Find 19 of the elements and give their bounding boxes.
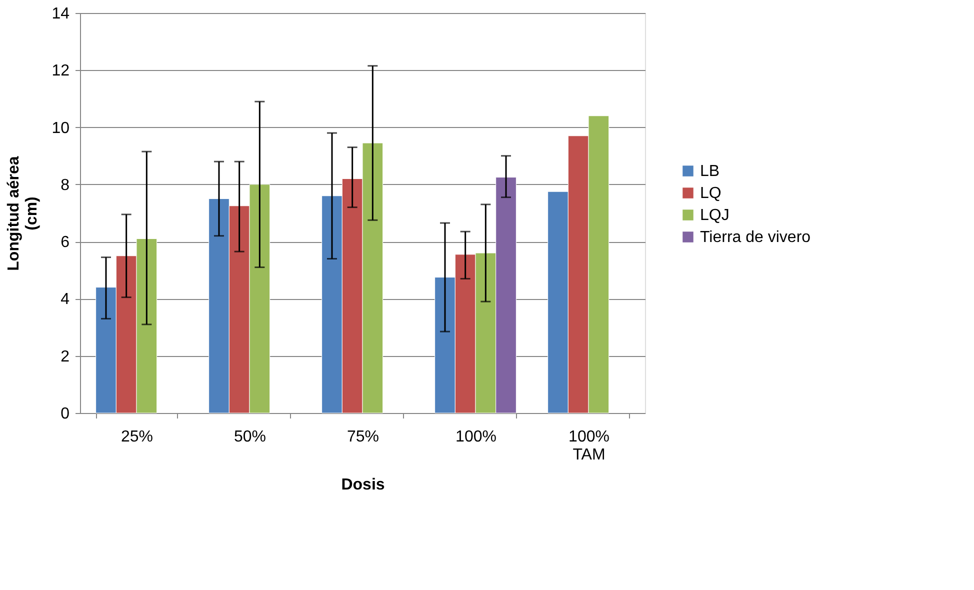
y-tick-label: 4 bbox=[60, 291, 70, 308]
y-tick-label: 8 bbox=[60, 176, 70, 194]
y-tick-label: 0 bbox=[60, 406, 70, 422]
x-tick-label: 25% bbox=[120, 428, 154, 446]
y-tick-label: 10 bbox=[52, 120, 70, 137]
legend-label: LB bbox=[700, 163, 720, 180]
x-tick-label: 50% bbox=[234, 428, 266, 446]
legend-label: Tierra de vivero bbox=[700, 229, 811, 246]
y-tick-label: 14 bbox=[52, 6, 70, 22]
y-tick-label: 12 bbox=[52, 62, 70, 80]
x-axis-title: Dosis bbox=[341, 476, 385, 494]
x-tick-label: 75% bbox=[346, 428, 380, 446]
y-axis-title: Longitud aérea (cm) bbox=[6, 156, 41, 271]
x-tick-label: 100% TAM bbox=[568, 428, 610, 464]
y-tick-label: 6 bbox=[60, 234, 70, 252]
legend-label: LQ bbox=[700, 185, 722, 202]
legend-label: LQJ bbox=[700, 207, 730, 224]
x-tick-label: 100% bbox=[456, 428, 496, 446]
y-tick-label: 2 bbox=[60, 348, 70, 366]
